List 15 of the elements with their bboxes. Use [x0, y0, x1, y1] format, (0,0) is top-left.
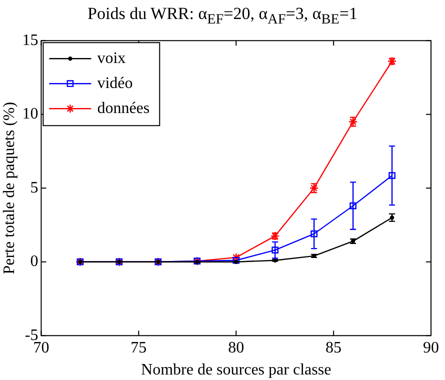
x-axis-title: Nombre de sources par classe — [141, 362, 332, 379]
x-tick-label: 80 — [228, 339, 244, 356]
legend-label: vidéo — [97, 74, 133, 92]
y-axis-title: Perte totale de paquets (%) — [0, 102, 18, 274]
legend-label: voix — [97, 50, 126, 67]
x-tick-label: 75 — [130, 339, 147, 356]
x-tick-label: 85 — [326, 339, 342, 356]
x-tick-label: 70 — [33, 339, 50, 356]
x-tick-label: 90 — [423, 339, 439, 356]
y-tick-label: 15 — [22, 32, 38, 49]
y-tick-label: 10 — [22, 106, 38, 123]
legend-label: données — [97, 100, 150, 117]
chart-title: Poids du WRR: α$_{EF}$=20, α$_{AF}$=3, α$_{BE}$=1 — [86, 4, 358, 28]
y-tick-label: 0 — [30, 253, 38, 270]
y-tick-label: 5 — [30, 179, 38, 196]
